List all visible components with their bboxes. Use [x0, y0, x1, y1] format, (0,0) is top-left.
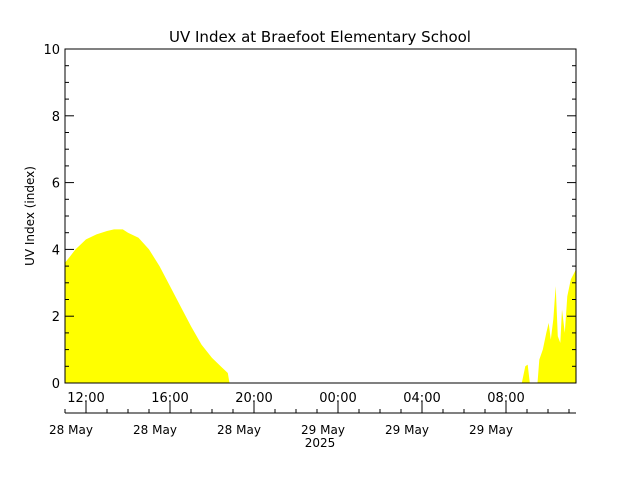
- y-tick-label: 0: [52, 377, 60, 392]
- y-tick-label: 2: [52, 310, 60, 325]
- x-date-label: 29 May: [385, 423, 429, 437]
- x-date-label: 29 May: [469, 423, 513, 437]
- x-tick-label: 16:00: [151, 391, 188, 406]
- x-tick-label: 12:00: [67, 391, 104, 406]
- x-tick-label: 08:00: [487, 391, 524, 406]
- axes: 0 2 4 6 8 10: [43, 43, 577, 392]
- x-axis-year-label: 2025: [305, 436, 336, 450]
- x-date-label: 29 May: [301, 423, 345, 437]
- y-tick-label: 6: [52, 177, 60, 192]
- uv-area-series: [65, 229, 576, 383]
- x-tick-label: 00:00: [319, 391, 356, 406]
- y-tick-label: 4: [52, 243, 60, 258]
- y-tick-label: 10: [43, 43, 60, 58]
- x-date-label: 28 May: [49, 423, 93, 437]
- x-tick-label: 04:00: [403, 391, 440, 406]
- uv-area-fill-0: [65, 229, 576, 383]
- y-tick-label: 8: [52, 110, 60, 125]
- x-tick-label: 20:00: [235, 391, 272, 406]
- chart-title: UV Index at Braefoot Elementary School: [169, 28, 471, 46]
- x-date-label: 28 May: [133, 423, 177, 437]
- x-axis: 12:00 28 May 16:00 28 May 20:00 28 May 00:00 29…: [49, 391, 576, 437]
- y-axis-label: UV Index (index): [23, 166, 37, 266]
- x-date-label: 28 May: [217, 423, 261, 437]
